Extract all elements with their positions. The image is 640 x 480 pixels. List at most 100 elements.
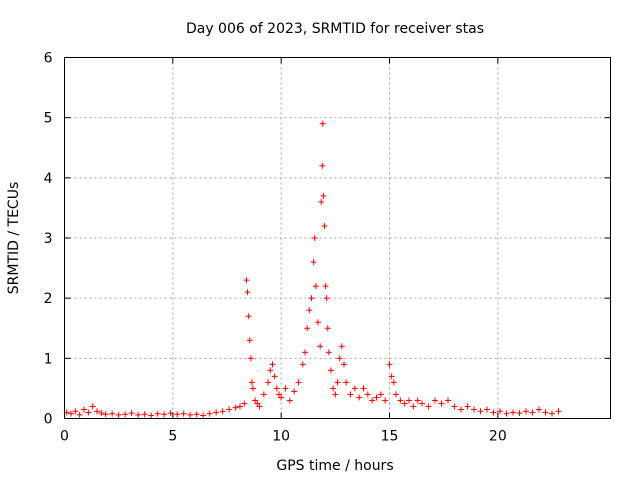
data-point <box>98 410 105 417</box>
chart-title: Day 006 of 2023, SRMTID for receiver sta… <box>186 21 484 37</box>
data-point <box>276 391 282 398</box>
data-point <box>343 379 350 386</box>
data-point <box>497 408 503 415</box>
x-tick-label: 10 <box>272 429 290 445</box>
data-point <box>523 408 529 415</box>
data-point <box>260 391 267 398</box>
data-point <box>291 388 298 395</box>
data-point <box>369 397 376 404</box>
data-point <box>85 409 92 416</box>
data-point <box>315 319 321 326</box>
data-point <box>256 403 263 410</box>
data-point <box>68 410 74 417</box>
data-point <box>252 397 259 404</box>
data-point <box>330 385 337 392</box>
data-point <box>248 379 255 386</box>
data-point <box>200 412 207 419</box>
data-point <box>360 385 367 392</box>
data-point <box>304 325 311 332</box>
data-point <box>318 198 325 205</box>
data-point <box>271 373 278 380</box>
data-point <box>148 412 155 419</box>
x-axis-title: GPS time / hours <box>276 458 393 474</box>
data-point <box>464 403 471 410</box>
data-point <box>529 409 536 416</box>
data-point <box>232 404 239 411</box>
data-point <box>306 307 313 314</box>
data-point <box>338 343 345 350</box>
data-point <box>328 367 334 374</box>
y-tick-label: 3 <box>44 231 53 247</box>
data-point <box>81 406 87 413</box>
data-point <box>299 361 306 368</box>
data-point <box>477 408 484 415</box>
data-point <box>549 410 555 417</box>
data-point <box>219 408 226 415</box>
data-point <box>382 397 389 404</box>
data-point <box>419 400 425 407</box>
data-point <box>503 410 510 417</box>
data-point <box>206 410 213 417</box>
data-point <box>180 410 187 417</box>
data-point <box>373 394 380 401</box>
data-point <box>115 411 122 418</box>
data-point <box>324 325 331 332</box>
data-point <box>128 410 135 417</box>
data-point <box>319 162 326 169</box>
data-point <box>356 394 363 401</box>
data-point <box>269 361 276 368</box>
data-point <box>390 379 397 386</box>
data-point <box>310 259 317 266</box>
data-point <box>308 295 315 302</box>
y-tick-label: 1 <box>44 351 53 367</box>
data-point <box>323 295 330 302</box>
data-point <box>245 313 252 320</box>
data-point <box>244 289 251 296</box>
data-point <box>445 397 451 404</box>
data-point <box>321 222 328 229</box>
grid-layer <box>64 57 611 419</box>
data-point <box>536 406 542 413</box>
data-point <box>302 349 308 356</box>
data-point <box>241 400 248 407</box>
data-point <box>295 379 302 386</box>
data-point <box>94 408 100 415</box>
data-point <box>278 394 285 401</box>
data-point <box>388 373 395 380</box>
data-point <box>187 411 194 418</box>
data-point <box>386 361 393 368</box>
data-point <box>490 409 497 416</box>
data-point <box>312 283 319 290</box>
data-point <box>325 349 332 356</box>
data-point <box>193 411 200 418</box>
data-point <box>246 337 253 344</box>
data-point <box>72 408 79 415</box>
data-point <box>458 406 464 413</box>
data-point <box>347 391 354 398</box>
y-tick-label: 2 <box>44 291 53 307</box>
data-point <box>122 411 129 418</box>
data-point <box>154 410 161 417</box>
data-point <box>425 403 432 410</box>
data-point <box>364 391 371 398</box>
data-point <box>102 411 109 418</box>
data-point <box>471 406 477 413</box>
data-point <box>516 410 523 417</box>
data-point <box>237 403 243 410</box>
data-point <box>319 120 326 127</box>
data-point <box>286 397 293 404</box>
data-point <box>161 411 168 418</box>
data-point <box>254 400 261 407</box>
data-point <box>247 355 254 362</box>
data-point <box>213 409 220 416</box>
data-point <box>451 403 458 410</box>
data-point <box>265 379 272 386</box>
y-tick-label: 5 <box>44 111 53 127</box>
data-point <box>243 277 250 284</box>
data-point <box>141 411 148 418</box>
data-point <box>432 397 438 404</box>
x-tick-label: 20 <box>489 429 507 445</box>
data-point <box>336 355 343 362</box>
